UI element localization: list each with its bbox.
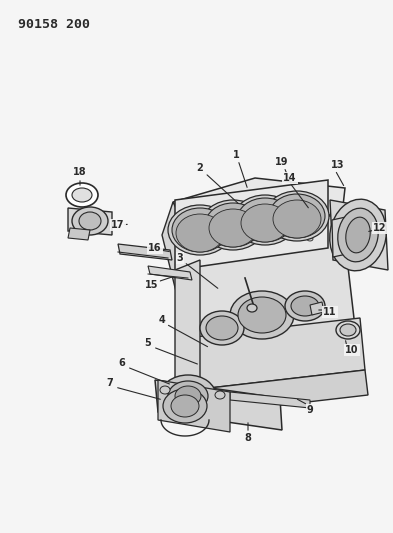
Text: 15: 15	[145, 280, 159, 290]
Polygon shape	[175, 180, 328, 270]
Polygon shape	[173, 178, 345, 227]
Ellipse shape	[168, 205, 232, 255]
Ellipse shape	[163, 389, 207, 423]
Ellipse shape	[200, 311, 244, 345]
Ellipse shape	[168, 381, 208, 411]
Polygon shape	[68, 208, 112, 235]
Polygon shape	[310, 302, 324, 315]
Text: 17: 17	[111, 220, 125, 230]
Text: 16: 16	[148, 243, 162, 253]
Text: 19: 19	[275, 157, 289, 167]
Ellipse shape	[72, 207, 108, 235]
Text: 90158 200: 90158 200	[18, 18, 90, 31]
Ellipse shape	[285, 291, 325, 321]
Ellipse shape	[232, 219, 238, 223]
Ellipse shape	[247, 223, 253, 227]
Polygon shape	[148, 266, 192, 280]
Polygon shape	[175, 260, 200, 390]
Ellipse shape	[201, 200, 265, 250]
Ellipse shape	[209, 209, 257, 247]
Ellipse shape	[346, 217, 370, 253]
Ellipse shape	[238, 297, 286, 333]
Text: 4: 4	[159, 315, 165, 325]
Polygon shape	[68, 228, 90, 240]
Polygon shape	[118, 244, 172, 260]
Ellipse shape	[160, 375, 216, 417]
Text: 8: 8	[244, 433, 252, 443]
Ellipse shape	[160, 386, 170, 394]
Ellipse shape	[273, 200, 321, 238]
Polygon shape	[158, 380, 230, 432]
Ellipse shape	[176, 214, 224, 252]
Ellipse shape	[79, 212, 101, 230]
Ellipse shape	[215, 391, 225, 399]
Text: 2: 2	[196, 163, 203, 173]
Ellipse shape	[189, 206, 195, 210]
Text: 1: 1	[233, 150, 239, 160]
Text: 13: 13	[331, 160, 345, 170]
Ellipse shape	[292, 234, 298, 238]
Polygon shape	[330, 200, 388, 270]
Ellipse shape	[202, 210, 208, 214]
Ellipse shape	[241, 204, 289, 242]
Ellipse shape	[336, 321, 360, 339]
Ellipse shape	[291, 296, 319, 316]
Polygon shape	[155, 380, 282, 430]
Ellipse shape	[338, 208, 378, 262]
Ellipse shape	[307, 237, 313, 241]
Ellipse shape	[237, 198, 293, 242]
Polygon shape	[162, 202, 200, 340]
Polygon shape	[186, 318, 365, 390]
Ellipse shape	[171, 395, 199, 417]
Ellipse shape	[205, 203, 261, 247]
Ellipse shape	[206, 316, 238, 340]
Text: 14: 14	[283, 173, 297, 183]
Text: 11: 11	[323, 307, 337, 317]
Polygon shape	[230, 392, 310, 408]
Ellipse shape	[247, 304, 257, 312]
Text: 5: 5	[145, 338, 151, 348]
Ellipse shape	[230, 291, 294, 339]
Ellipse shape	[175, 386, 201, 406]
Polygon shape	[332, 215, 356, 257]
Ellipse shape	[265, 191, 329, 241]
Text: 18: 18	[73, 167, 87, 177]
Polygon shape	[185, 215, 360, 382]
Ellipse shape	[277, 230, 283, 234]
Text: 10: 10	[345, 345, 359, 355]
Text: 7: 7	[107, 378, 113, 388]
Ellipse shape	[72, 188, 92, 202]
Ellipse shape	[172, 208, 228, 252]
Polygon shape	[192, 370, 368, 415]
Ellipse shape	[217, 215, 223, 219]
Ellipse shape	[340, 324, 356, 336]
Text: 6: 6	[119, 358, 125, 368]
Ellipse shape	[66, 183, 98, 207]
Text: 12: 12	[373, 223, 387, 233]
Ellipse shape	[330, 199, 386, 271]
Text: 9: 9	[307, 405, 313, 415]
Ellipse shape	[269, 194, 325, 238]
Ellipse shape	[262, 226, 268, 230]
Text: 3: 3	[176, 253, 184, 263]
Ellipse shape	[233, 195, 297, 245]
